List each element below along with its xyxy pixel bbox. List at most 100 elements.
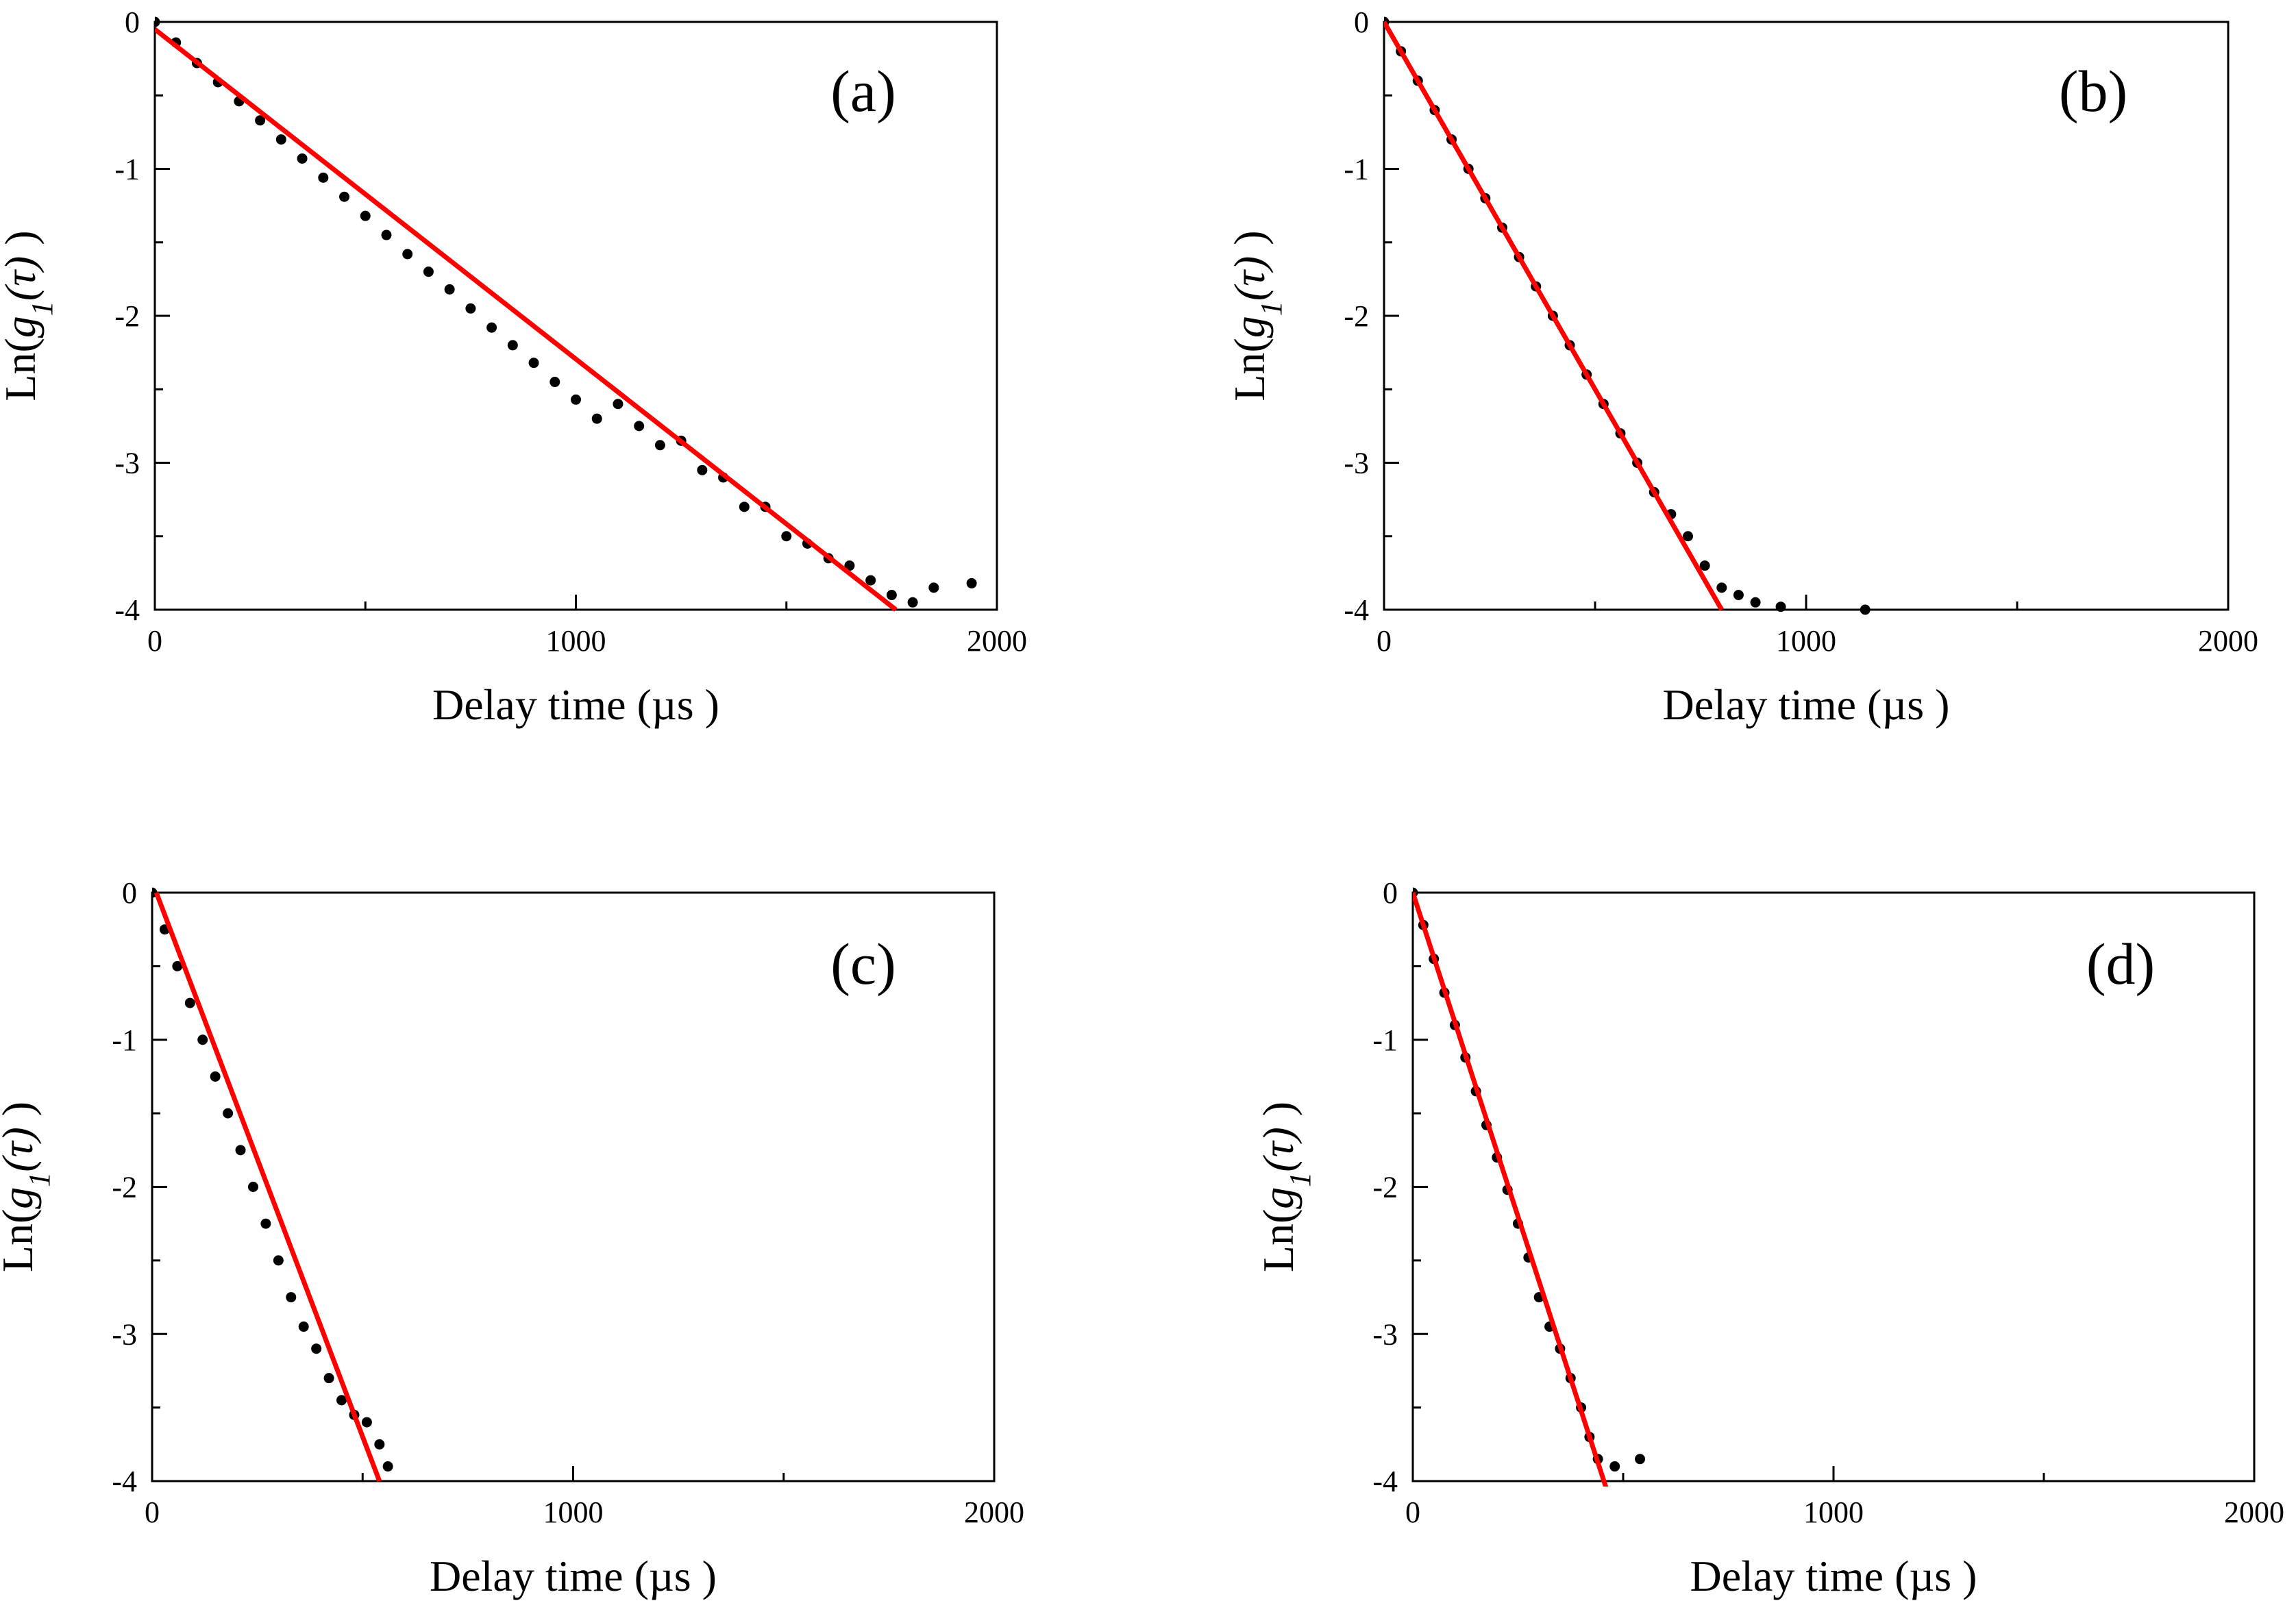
data-point <box>297 153 308 164</box>
data-point <box>1733 590 1744 601</box>
data-point <box>444 284 455 295</box>
x-tick-label: 0 <box>1405 1495 1420 1529</box>
data-point <box>1716 582 1727 593</box>
y-tick-label: -4 <box>1372 1465 1398 1498</box>
y-axis-title: Ln(g1(τ) ) <box>0 1102 56 1272</box>
data-point <box>654 440 665 451</box>
y-axis-title-part-2: 1 <box>23 1172 56 1187</box>
data-point <box>528 358 539 369</box>
data-point <box>507 340 518 351</box>
y-tick-label: -2 <box>112 1171 137 1204</box>
data-point <box>298 1321 309 1332</box>
data-point <box>550 377 560 388</box>
data-point <box>361 1417 372 1428</box>
data-point <box>1750 597 1761 608</box>
y-axis-title-part-3: (τ) <box>0 1127 42 1172</box>
y-tick-label: -1 <box>112 1023 137 1057</box>
y-axis-title-part-4: ) <box>1225 230 1274 256</box>
y-axis-title-part-1: g <box>0 316 45 338</box>
data-point <box>402 249 413 260</box>
y-axis-title-part-1: g <box>1225 316 1274 338</box>
data-point <box>172 960 183 971</box>
plot-data <box>152 887 393 1482</box>
data-point <box>844 560 855 571</box>
y-axis-title-part-0: Ln( <box>0 338 45 401</box>
y-tick-label: -3 <box>1344 447 1369 480</box>
y-axis-title: Ln(g1(τ) ) <box>1225 230 1288 401</box>
fit-line <box>153 891 382 1482</box>
data-point <box>184 997 195 1008</box>
y-axis-title-part-0: Ln( <box>1225 338 1274 401</box>
y-tick-label: -2 <box>1372 1171 1398 1204</box>
data-point <box>571 394 581 405</box>
y-axis-title-part-3: (τ) <box>0 256 45 301</box>
data-point <box>382 1461 393 1472</box>
data-point <box>247 1182 258 1192</box>
data-point <box>273 1255 284 1266</box>
y-tick-label: -2 <box>1344 299 1369 333</box>
data-point <box>907 597 918 608</box>
x-tick-label: 0 <box>145 1495 160 1529</box>
data-point <box>697 464 708 475</box>
data-point <box>465 303 476 314</box>
x-tick-label: 2000 <box>964 1495 1024 1529</box>
data-point <box>613 399 624 410</box>
data-point <box>423 266 434 277</box>
panel-label: (c) <box>830 931 896 997</box>
data-point <box>634 421 645 432</box>
x-axis-title: Delay time (µs ) <box>430 1552 717 1600</box>
y-tick-label: -4 <box>1344 593 1369 627</box>
x-tick-label: 1000 <box>1803 1495 1864 1529</box>
data-point <box>360 210 371 221</box>
y-axis-title-part-4: ) <box>0 230 45 256</box>
y-axis-title-part-1: g <box>1254 1187 1303 1209</box>
x-axis-title: Delay time (µs ) <box>432 680 719 729</box>
data-point <box>210 1071 221 1082</box>
data-point <box>865 575 876 586</box>
y-axis-title-part-0: Ln( <box>1254 1209 1303 1272</box>
data-point <box>1635 1454 1646 1465</box>
y-tick-label: 0 <box>1383 876 1398 910</box>
fit-line <box>1384 21 1724 611</box>
y-tick-label: -4 <box>114 593 140 627</box>
y-axis-title: Ln(g1(τ) ) <box>0 230 59 401</box>
y-tick-label: -4 <box>112 1465 137 1498</box>
data-point <box>155 16 160 27</box>
plot-data <box>1384 16 1871 615</box>
x-tick-label: 0 <box>147 624 162 658</box>
data-point <box>286 1292 297 1303</box>
x-tick-label: 2000 <box>2198 624 2258 658</box>
y-axis-title-part-4: ) <box>0 1102 42 1127</box>
y-tick-label: -3 <box>112 1317 137 1351</box>
data-point <box>336 1395 347 1406</box>
fit-line <box>155 27 898 612</box>
data-point <box>1860 604 1871 615</box>
x-tick-label: 2000 <box>2224 1495 2284 1529</box>
panel-label: (a) <box>830 58 896 124</box>
data-point <box>1609 1461 1620 1472</box>
data-point <box>275 134 286 145</box>
data-point <box>1775 601 1786 612</box>
y-axis-title-part-3: (τ) <box>1225 256 1274 301</box>
x-tick-label: 0 <box>1377 624 1392 658</box>
data-point <box>928 582 939 593</box>
y-axis-title-part-4: ) <box>1254 1102 1303 1127</box>
y-axis-title-part-2: 1 <box>1283 1172 1317 1187</box>
y-tick-label: 0 <box>1354 5 1369 39</box>
data-point <box>223 1108 234 1119</box>
data-point <box>311 1343 322 1354</box>
plot-data <box>155 16 977 612</box>
data-point <box>235 1145 246 1156</box>
y-tick-label: -3 <box>114 447 140 480</box>
data-point <box>197 1034 208 1045</box>
data-point <box>374 1439 385 1450</box>
y-tick-label: 0 <box>125 5 140 39</box>
y-axis-title-part-2: 1 <box>25 301 59 316</box>
y-axis-title: Ln(g1(τ) ) <box>1254 1102 1317 1272</box>
y-axis-title-part-0: Ln( <box>0 1209 42 1272</box>
data-point <box>1699 560 1710 571</box>
y-tick-label: -1 <box>1344 153 1369 186</box>
